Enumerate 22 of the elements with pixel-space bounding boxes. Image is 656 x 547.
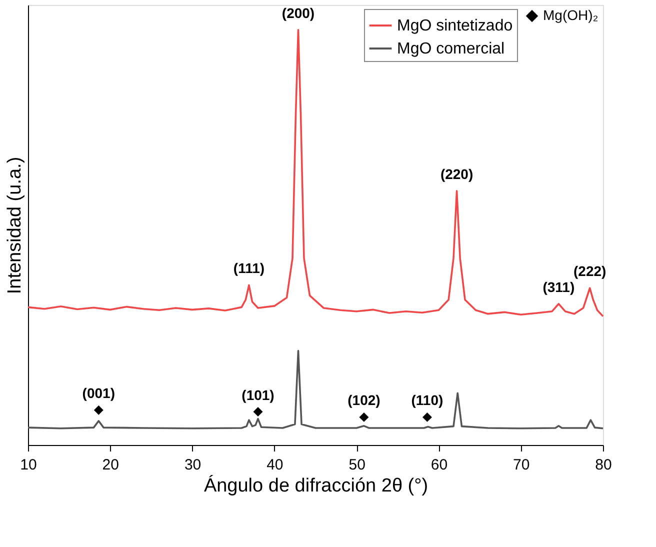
x-tick-label: 30 [184, 456, 202, 474]
annotation: (220) [440, 166, 474, 182]
annotation: (311) [542, 278, 575, 295]
annotation: (102) [348, 392, 380, 408]
annotation: (110) [411, 392, 444, 408]
x-axis-title: Ángulo de difracción 2θ (°) [204, 474, 428, 496]
legend-label: Mg(OH)₂ [543, 7, 598, 23]
x-tick-label: 40 [266, 456, 284, 474]
legend-label: MgO comercial [397, 40, 505, 58]
annotation: (222) [574, 263, 606, 280]
x-tick-label: 80 [595, 456, 612, 474]
annotation: (001) [82, 385, 115, 402]
annotation: (101) [242, 386, 274, 403]
annotation: (200) [282, 4, 315, 21]
x-tick-label: 70 [513, 456, 530, 474]
annotation: (111) [233, 260, 265, 276]
x-tick-label: 50 [348, 456, 366, 474]
legend-label: MgO sintetizado [397, 18, 513, 34]
x-tick-label: 10 [20, 456, 37, 474]
x-tick-label: 60 [430, 456, 448, 474]
y-axis-title: Intensidad (u.a.) [4, 156, 26, 294]
x-tick-label: 20 [102, 456, 119, 474]
